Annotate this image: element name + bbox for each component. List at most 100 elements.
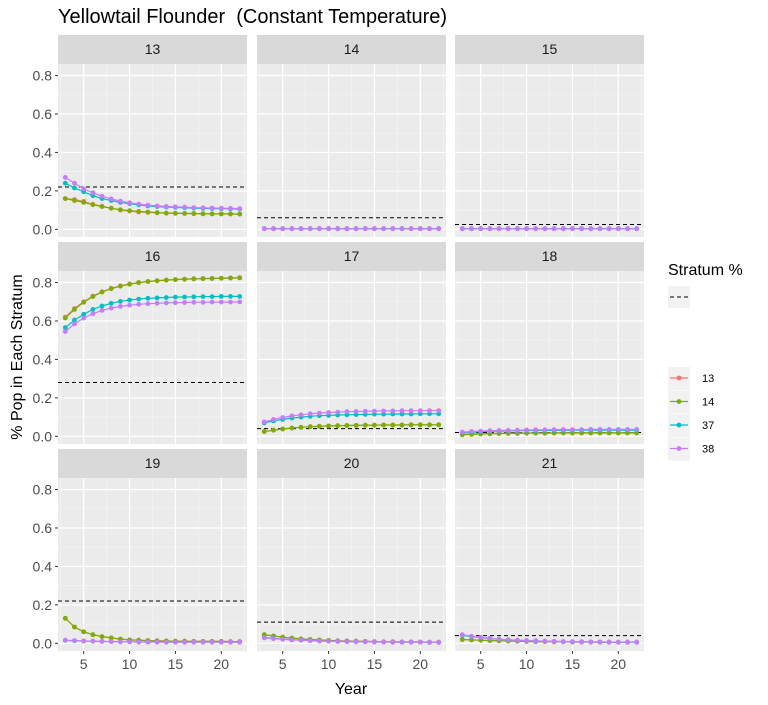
data-point-38	[469, 226, 474, 232]
facet-strip	[455, 242, 644, 271]
y-tick-label: 0.4	[33, 351, 53, 367]
data-point-14	[182, 211, 188, 216]
data-point-37	[72, 185, 77, 191]
data-point-38	[163, 639, 169, 645]
data-point-37	[228, 294, 233, 299]
x-tick-label: 5	[80, 656, 88, 672]
data-point-14	[436, 422, 442, 428]
data-point-38	[154, 639, 160, 645]
data-point-14	[271, 427, 276, 433]
data-point-38	[289, 413, 295, 419]
data-point-38	[228, 206, 233, 211]
data-point-38	[81, 315, 87, 321]
data-point-38	[136, 201, 142, 207]
data-point-37	[108, 300, 114, 306]
data-point-38	[145, 639, 151, 645]
data-point-38	[228, 639, 233, 645]
data-point-14	[209, 211, 215, 217]
y-tick-label: 0.6	[33, 313, 53, 329]
data-point-14	[417, 422, 423, 428]
data-point-38	[298, 637, 304, 643]
data-point-14	[427, 422, 432, 428]
data-point-37	[237, 294, 243, 299]
data-point-38	[182, 300, 188, 305]
data-point-14	[90, 202, 96, 208]
data-point-14	[99, 634, 105, 639]
data-point-38	[533, 638, 539, 644]
data-point-38	[625, 639, 630, 645]
data-point-38	[625, 427, 630, 432]
data-point-38	[237, 299, 243, 305]
data-point-38	[353, 639, 359, 645]
data-point-38	[326, 226, 331, 232]
y-tick-label: 0.4	[33, 558, 53, 574]
data-point-38	[579, 639, 584, 645]
data-point-38	[551, 226, 557, 232]
data-point-38	[237, 639, 243, 645]
x-tick-label: 20	[413, 656, 429, 672]
data-point-38	[487, 226, 493, 232]
legend-label-14: 14	[702, 397, 714, 409]
data-point-38	[615, 427, 621, 432]
data-point-38	[271, 417, 276, 422]
data-point-38	[154, 300, 160, 306]
data-point-38	[173, 639, 178, 645]
legend: Stratum % 13 14 37 38	[668, 262, 743, 461]
data-point-14	[218, 211, 224, 217]
y-tick-label: 0.8	[33, 275, 53, 291]
data-point-37	[209, 294, 215, 299]
data-point-38	[588, 226, 594, 232]
data-point-14	[108, 205, 114, 211]
data-point-38	[182, 204, 188, 210]
data-point-14	[81, 629, 87, 635]
data-point-38	[524, 427, 529, 433]
data-point-14	[145, 279, 151, 284]
data-point-38	[390, 226, 396, 232]
data-point-38	[570, 427, 575, 432]
data-point-38	[496, 636, 502, 642]
data-point-38	[209, 639, 215, 645]
data-point-38	[271, 636, 276, 642]
data-point-38	[344, 409, 350, 415]
data-point-38	[606, 226, 612, 232]
data-point-38	[127, 639, 132, 645]
data-point-38	[381, 639, 386, 645]
data-point-14	[154, 278, 160, 284]
data-point-38	[163, 300, 169, 306]
data-point-14	[261, 429, 267, 434]
x-tick-label: 10	[122, 656, 138, 672]
data-point-14	[344, 423, 350, 428]
data-point-14	[81, 200, 87, 205]
data-point-38	[417, 408, 423, 414]
data-point-38	[353, 226, 359, 232]
data-point-37	[136, 296, 142, 302]
data-point-38	[459, 226, 465, 232]
data-point-38	[99, 193, 105, 199]
data-point-37	[118, 299, 123, 304]
data-point-38	[560, 226, 566, 232]
data-point-38	[271, 226, 276, 232]
data-point-38	[289, 637, 295, 643]
data-point-38	[524, 226, 529, 232]
data-point-38	[588, 427, 594, 432]
data-point-38	[317, 410, 322, 416]
data-point-38	[72, 180, 77, 186]
data-point-38	[408, 226, 414, 232]
facet-label: 21	[542, 455, 558, 471]
data-point-38	[408, 408, 414, 414]
data-point-38	[533, 226, 539, 232]
y-tick-label: 0.6	[33, 106, 53, 122]
facet-label: 14	[344, 41, 360, 57]
facet-strip	[58, 35, 247, 64]
data-point-38	[560, 639, 566, 644]
data-point-38	[570, 226, 575, 232]
data-point-38	[218, 205, 224, 211]
data-point-14	[200, 276, 206, 282]
data-point-38	[298, 226, 304, 232]
data-point-14	[72, 198, 77, 203]
data-point-38	[634, 226, 640, 232]
data-point-38	[182, 639, 188, 645]
data-point-14	[154, 210, 160, 216]
panel-15: 15	[455, 35, 644, 237]
panel-13: 13 0.0 0.2 0.4 0.6 0.8	[33, 35, 247, 237]
